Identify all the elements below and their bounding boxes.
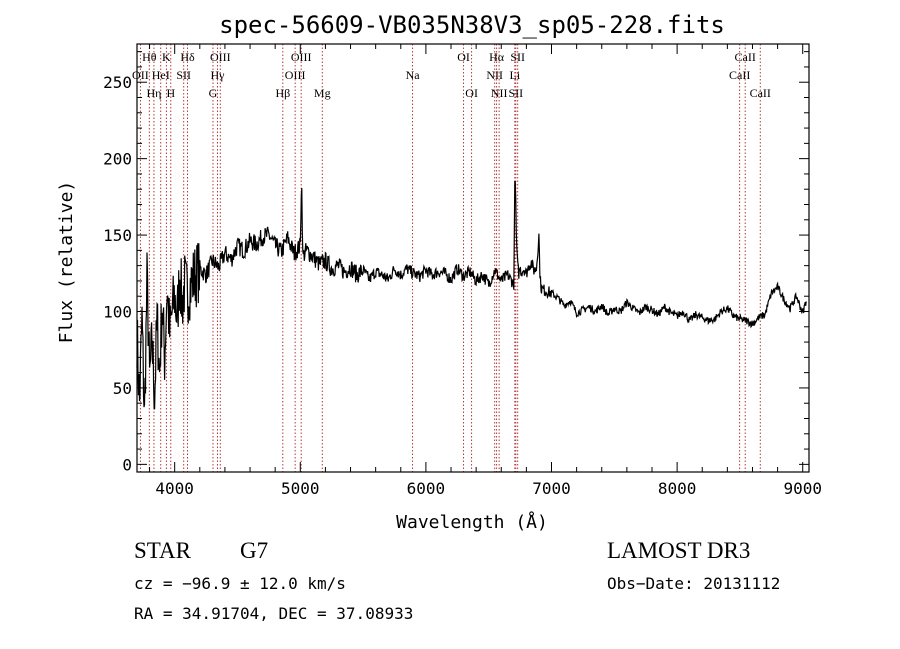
chart-title: spec-56609-VB035N38V3_sp05-228.fits bbox=[219, 11, 725, 39]
object-subclass: G7 bbox=[240, 538, 269, 563]
line-label-11: Hβ bbox=[275, 86, 290, 100]
line-label-22: SII bbox=[508, 86, 523, 100]
survey-name: LAMOST DR3 bbox=[607, 538, 751, 563]
line-label-1: OII bbox=[132, 68, 149, 82]
y-tick-label-3: 150 bbox=[103, 226, 132, 245]
spectrum-chart: 4000 5000 6000 7000 8000 9000050100150200250 … bbox=[56, 11, 822, 533]
line-label-0: Hθ bbox=[142, 50, 157, 64]
spectral-line-markers bbox=[139, 44, 761, 472]
line-label-24: CaII bbox=[729, 68, 750, 82]
y-axis-label: Flux (relative) bbox=[56, 181, 77, 344]
x-tick-label-4: 8000 bbox=[658, 479, 697, 498]
y-tick-label-0: 0 bbox=[122, 455, 132, 474]
line-label-6: SII bbox=[176, 68, 191, 82]
line-label-8: Hγ bbox=[211, 68, 226, 82]
line-label-3: HeI bbox=[152, 68, 170, 82]
line-labels: HθOIIHηHeIKHSIIHδHγGOIIIHβOIIIOIIIMgNaOI… bbox=[132, 50, 771, 100]
line-label-13: OIII bbox=[291, 50, 312, 64]
plot-frame bbox=[136, 43, 810, 473]
line-label-18: NII bbox=[486, 68, 503, 82]
x-tick-label-1: 5000 bbox=[281, 479, 320, 498]
line-label-4: K bbox=[162, 50, 171, 64]
x-tick-label-5: 9000 bbox=[783, 479, 822, 498]
line-label-21: Li bbox=[509, 68, 520, 82]
observation-date: Obs−Date: 20131112 bbox=[607, 574, 781, 593]
y-tick-label-2: 100 bbox=[103, 303, 132, 322]
line-label-10: OIII bbox=[210, 50, 231, 64]
sky-coordinates: RA = 34.91704, DEC = 37.08933 bbox=[134, 604, 414, 623]
x-tick-label-0: 4000 bbox=[155, 479, 194, 498]
line-label-20: NII bbox=[491, 86, 508, 100]
x-tick-label-3: 7000 bbox=[532, 479, 571, 498]
line-label-9: G bbox=[209, 86, 218, 100]
line-label-16: OI bbox=[457, 50, 470, 64]
line-label-5: H bbox=[166, 86, 175, 100]
line-label-2: Hη bbox=[146, 86, 161, 100]
line-label-7: Hδ bbox=[180, 50, 195, 64]
line-label-26: CaII bbox=[750, 86, 771, 100]
line-label-12: OIII bbox=[285, 68, 306, 82]
line-label-17: OI bbox=[465, 86, 478, 100]
line-label-15: Na bbox=[406, 68, 421, 82]
y-tick-label-4: 200 bbox=[103, 150, 132, 169]
y-tick-label-1: 50 bbox=[113, 379, 132, 398]
object-class: STAR bbox=[134, 538, 191, 563]
axis-ticks: 4000 5000 6000 7000 8000 9000 0 50 100 150 200 250 bbox=[103, 44, 822, 498]
y-tick-label-5: 250 bbox=[103, 73, 132, 92]
x-tick-label-2: 6000 bbox=[407, 479, 446, 498]
flux-series-line bbox=[136, 180, 807, 410]
line-label-23: SII bbox=[510, 50, 525, 64]
redshift-velocity: cz = −96.9 ± 12.0 km/s bbox=[134, 574, 346, 593]
line-label-25: CaII bbox=[735, 50, 756, 64]
x-axis-label: Wavelength (Å) bbox=[396, 511, 548, 533]
line-label-14: Mg bbox=[314, 86, 331, 100]
line-label-19: Hα bbox=[489, 50, 505, 64]
